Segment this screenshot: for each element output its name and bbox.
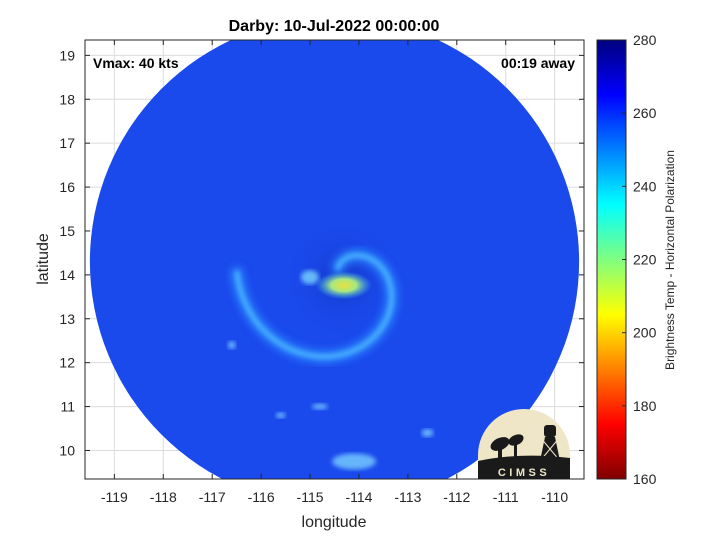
- y-tick-label-5: 15: [59, 223, 75, 239]
- colorbar-label: Brightness Temp - Horizontal Polarizatio…: [663, 150, 677, 370]
- y-tick-label-8: 18: [59, 91, 75, 107]
- y-axis-label: latitude: [35, 233, 52, 285]
- logo-text: CIMSS: [498, 467, 550, 479]
- colorbar-tick-label-1: 180: [633, 398, 657, 414]
- brightness-field: [89, 40, 580, 479]
- spiral-band-core: [234, 252, 395, 360]
- x-tick-label-8: -111: [493, 489, 519, 505]
- x-tick-label-9: -110: [541, 489, 568, 505]
- outer-convective-cell: [300, 270, 319, 285]
- scattered-cell-4: [227, 341, 236, 350]
- x-tick-label-5: -114: [345, 489, 372, 505]
- y-ticks: 10 11 12 13 14 15 16 17 18 19: [59, 47, 584, 458]
- scattered-cell-1: [421, 428, 434, 437]
- colorbar-tick-label-6: 280: [633, 32, 657, 48]
- x-tick-label-2: -117: [199, 489, 226, 505]
- vmax-annotation: Vmax: 40 kts: [93, 55, 179, 71]
- x-tick-label-4: -115: [297, 489, 324, 505]
- swath-detail: [227, 219, 434, 470]
- x-tick-label-7: -112: [443, 489, 470, 505]
- colorbar-tick-label-5: 260: [633, 105, 657, 121]
- y-tick-label-0: 10: [59, 442, 75, 458]
- colorbar-tick-label-2: 200: [633, 325, 657, 341]
- scattered-cell-3: [275, 412, 286, 419]
- x-tick-label-3: -116: [248, 489, 275, 505]
- colorbar-tick-label-3: 220: [633, 252, 657, 268]
- chart-title: Darby: 10-Jul-2022 00:00:00: [229, 18, 440, 35]
- x-tick-label-6: -113: [394, 489, 421, 505]
- y-tick-label-3: 13: [59, 311, 75, 327]
- x-tick-label-1: -118: [150, 489, 177, 505]
- colorbar: [596, 39, 627, 480]
- scattered-cell-2: [311, 403, 328, 410]
- time-offset-annotation: 00:19 away: [501, 55, 575, 71]
- colorbar-ticks: 160 180 200 220 240 260 280: [622, 32, 657, 487]
- x-tick-label-0: -119: [101, 489, 128, 505]
- y-tick-label-7: 17: [59, 135, 75, 151]
- colorbar-tick-label-4: 240: [633, 178, 657, 194]
- x-ticks: -119 -118 -117 -116 -115 -114 -113 -112 -111 -110: [101, 40, 568, 505]
- logo-silhouette: [478, 425, 570, 479]
- y-tick-label-6: 16: [59, 179, 75, 195]
- y-tick-label-2: 12: [59, 355, 75, 371]
- cimss-logo: CIMSS: [478, 409, 570, 479]
- y-tick-label-1: 11: [60, 399, 75, 415]
- y-tick-label-4: 14: [59, 267, 75, 283]
- convective-core: [315, 271, 372, 300]
- scattered-cell-0: [332, 453, 377, 470]
- y-tick-label-9: 19: [59, 47, 75, 63]
- x-axis-label: longitude: [302, 514, 367, 531]
- colorbar-tick-label-0: 160: [633, 471, 657, 487]
- axes-frame: [84, 39, 585, 480]
